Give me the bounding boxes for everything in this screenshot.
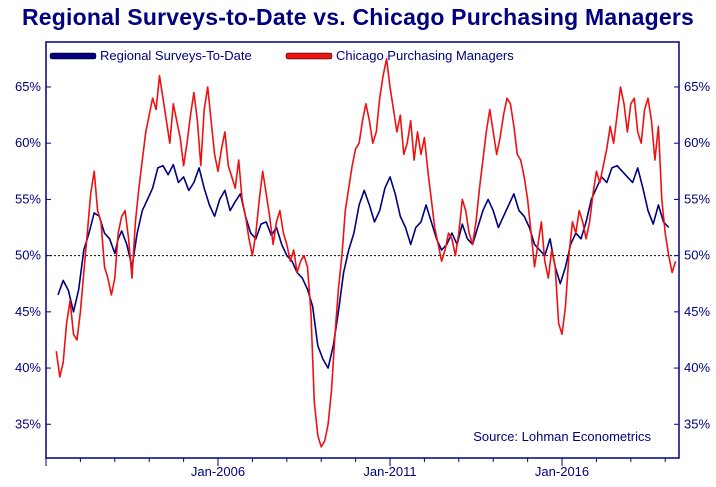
y-tick-label-left: 60% bbox=[15, 135, 41, 150]
y-tick-label-left: 55% bbox=[15, 191, 41, 206]
y-tick-label-right: 50% bbox=[684, 248, 710, 263]
series-line-regional bbox=[57, 163, 670, 369]
y-tick-label-right: 55% bbox=[684, 191, 710, 206]
y-tick-label-left: 35% bbox=[15, 416, 41, 431]
y-tick-label-left: 65% bbox=[15, 79, 41, 94]
legend-swatch-chicago bbox=[285, 52, 333, 60]
y-tick-label-right: 65% bbox=[684, 79, 710, 94]
x-tick-label: Jan-2011 bbox=[363, 464, 416, 479]
series-layer bbox=[55, 58, 677, 448]
x-tick-label: Jan-2006 bbox=[191, 464, 245, 479]
legend-label-regional: Regional Surveys-To-Date bbox=[100, 48, 252, 63]
legend-swatch-regional bbox=[49, 52, 97, 60]
plot-frame bbox=[45, 41, 680, 459]
legend-label-chicago: Chicago Purchasing Managers bbox=[336, 48, 514, 63]
y-tick-label-right: 60% bbox=[684, 135, 710, 150]
x-tick-label: Jan-2016 bbox=[535, 464, 589, 479]
y-tick-label-right: 45% bbox=[684, 304, 710, 319]
y-tick-label-left: 50% bbox=[15, 248, 41, 263]
y-tick-label-left: 40% bbox=[15, 360, 41, 375]
legend: Regional Surveys-To-Date Chicago Purchas… bbox=[49, 48, 514, 63]
y-tick-label-left: 45% bbox=[15, 304, 41, 319]
y-tick-label-right: 40% bbox=[684, 360, 710, 375]
chart-title: Regional Surveys-to-Date vs. Chicago Pur… bbox=[22, 4, 694, 30]
x-axis: Jan-2006 Jan-2011 Jan-2016 bbox=[45, 458, 666, 479]
series-line-chicago bbox=[55, 58, 677, 448]
y-axis-right: 35% 40% 45% 50% 55% 60% 65% bbox=[674, 79, 710, 431]
y-axis-left: 35% 40% 45% 50% 55% 60% 65% bbox=[15, 79, 51, 431]
y-tick-label-right: 35% bbox=[684, 416, 710, 431]
source-note: Source: Lohman Econometrics bbox=[473, 429, 651, 444]
